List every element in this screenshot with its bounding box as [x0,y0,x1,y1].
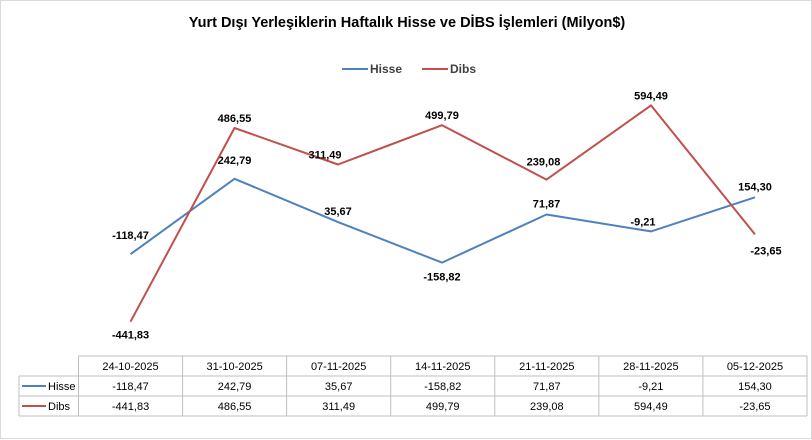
data-label-hisse-1: 242,79 [218,155,252,167]
chart-title: Yurt Dışı Yerleşiklerin Haftalık Hisse v… [189,14,626,31]
data-label-dibs-1: 486,55 [218,113,252,125]
data-label-hisse-3: -158,82 [423,272,460,284]
table-cell: 242,79 [218,381,252,393]
data-label-hisse-0: -118,47 [112,230,149,242]
table-cell: 239,08 [530,401,564,413]
data-label-hisse-4: 71,87 [533,199,561,211]
table-header-cell: 21-11-2025 [519,361,574,373]
data-table: 24-10-2025 31-10-2025 07-11-2025 14-11-2025… [18,355,808,417]
data-label-dibs-6: -23,65 [750,245,781,257]
table-cell: -441,83 [112,401,149,413]
data-label-hisse-6: 154,30 [738,181,772,193]
data-label-hisse-5: -9,21 [630,216,655,228]
table-cell: 594,49 [634,401,668,413]
table-cell: 154,30 [738,381,772,393]
data-label-dibs-3: 499,79 [425,110,459,122]
table-row-label-hisse: Hisse [48,381,76,393]
table-header-cell: 14-11-2025 [415,361,470,373]
table-header-cell: 05-12-2025 [727,361,783,373]
table-cell: 71,87 [533,381,561,393]
table-cell: -9,21 [638,381,663,393]
table-cell: -158,82 [424,381,461,393]
table-header-cell: 24-10-2025 [102,361,158,373]
data-label-dibs-4: 239,08 [527,157,561,169]
legend: Hisse Dibs [342,62,476,76]
legend-label-dibs: Dibs [450,62,476,76]
table-cell: 486,55 [218,401,252,413]
table-cell: -118,47 [112,381,149,393]
legend-label-hisse: Hisse [370,62,402,76]
series-line-dibs [129,104,756,323]
table-cell: 311,49 [322,401,355,413]
table-cell: 499,79 [426,401,460,413]
table-header-cell: 07-11-2025 [311,361,366,373]
table-header-cell: 28-11-2025 [623,361,678,373]
data-label-dibs-0: -441,83 [112,330,149,342]
data-label-dibs-2: 311,49 [308,149,341,161]
table-cell: 35,67 [325,381,353,393]
plot-area: -118,47 242,79 35,67 -158,82 71,87 -9,21 154,3… [112,90,782,341]
table-header-cell: 31-10-2025 [206,361,262,373]
data-label-dibs-5: 594,49 [634,90,668,102]
table-row-label-dibs: Dibs [48,401,71,413]
series-line-hisse [129,177,756,264]
data-label-hisse-2: 35,67 [324,206,352,218]
table-cell: -23,65 [739,401,770,413]
